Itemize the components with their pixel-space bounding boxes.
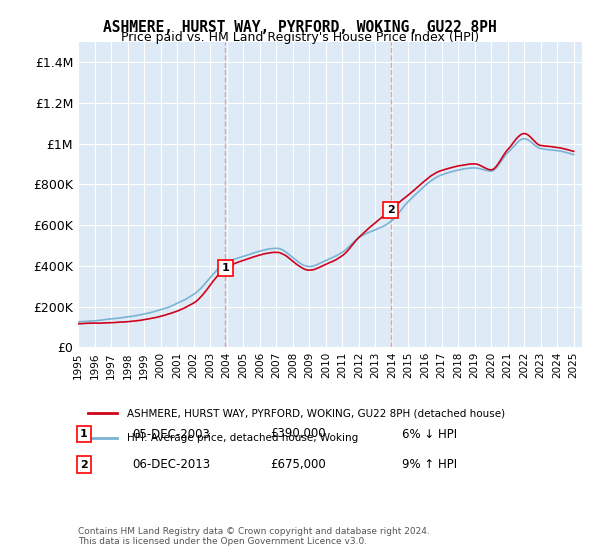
Text: ASHMERE, HURST WAY, PYRFORD, WOKING, GU22 8PH (detached house): ASHMERE, HURST WAY, PYRFORD, WOKING, GU2…	[127, 408, 505, 418]
Text: 05-DEC-2003: 05-DEC-2003	[132, 427, 210, 441]
Text: 1: 1	[80, 429, 88, 439]
Text: ASHMERE, HURST WAY, PYRFORD, WOKING, GU22 8PH: ASHMERE, HURST WAY, PYRFORD, WOKING, GU2…	[103, 20, 497, 35]
Text: HPI: Average price, detached house, Woking: HPI: Average price, detached house, Woki…	[127, 433, 358, 443]
Text: £390,000: £390,000	[270, 427, 326, 441]
Text: 06-DEC-2013: 06-DEC-2013	[132, 458, 210, 472]
Text: £675,000: £675,000	[270, 458, 326, 472]
Text: Price paid vs. HM Land Registry's House Price Index (HPI): Price paid vs. HM Land Registry's House …	[121, 31, 479, 44]
Text: Contains HM Land Registry data © Crown copyright and database right 2024.
This d: Contains HM Land Registry data © Crown c…	[78, 526, 430, 546]
Text: 1: 1	[221, 263, 229, 273]
Text: 2: 2	[387, 205, 395, 215]
Text: 2: 2	[80, 460, 88, 470]
Text: 6% ↓ HPI: 6% ↓ HPI	[402, 427, 457, 441]
Text: 9% ↑ HPI: 9% ↑ HPI	[402, 458, 457, 472]
